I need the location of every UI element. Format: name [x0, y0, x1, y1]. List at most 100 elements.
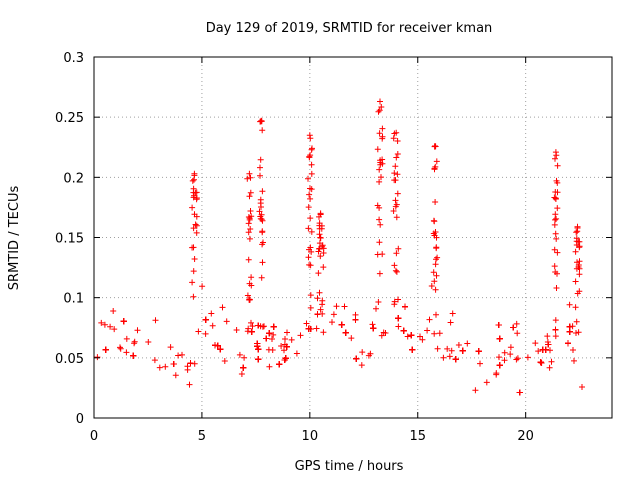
data-point	[433, 272, 440, 279]
data-point	[573, 229, 580, 236]
data-point	[402, 303, 408, 310]
data-point	[538, 360, 545, 366]
data-point	[266, 330, 273, 337]
data-point	[308, 161, 315, 168]
data-point	[257, 172, 263, 179]
data-point	[553, 285, 560, 291]
data-point	[313, 325, 320, 332]
data-point	[552, 149, 559, 156]
data-point	[190, 293, 197, 300]
y-tick-label: 0.05	[55, 352, 84, 367]
data-point	[394, 171, 401, 178]
data-point	[514, 330, 521, 337]
data-point	[308, 170, 315, 177]
data-point	[278, 343, 285, 349]
data-point	[431, 330, 438, 337]
x-tick-label: 10	[302, 429, 319, 444]
data-point	[379, 133, 386, 140]
data-point	[377, 221, 384, 228]
data-point	[440, 354, 447, 361]
data-point	[306, 153, 313, 160]
data-point	[191, 256, 198, 262]
data-point	[432, 229, 439, 235]
data-point	[552, 195, 559, 202]
data-point	[393, 250, 400, 257]
data-point	[308, 186, 315, 193]
data-point	[247, 174, 254, 181]
data-point	[379, 125, 386, 132]
data-point	[282, 355, 289, 362]
data-point	[574, 223, 581, 230]
data-point	[317, 234, 324, 241]
data-point	[175, 352, 182, 359]
data-point	[305, 225, 312, 232]
data-point	[553, 177, 560, 184]
data-point	[202, 330, 209, 337]
data-point	[254, 343, 261, 350]
data-point	[552, 269, 559, 275]
data-point	[554, 205, 561, 212]
data-point	[395, 296, 401, 303]
data-point	[316, 240, 323, 247]
data-point	[245, 229, 252, 236]
data-point	[258, 211, 265, 218]
data-point	[535, 348, 542, 355]
data-point	[459, 347, 466, 354]
data-point	[400, 327, 407, 334]
data-point	[428, 283, 435, 289]
data-point	[365, 352, 372, 359]
data-point	[551, 246, 558, 253]
data-point	[307, 215, 314, 222]
data-point	[305, 325, 312, 332]
data-point	[353, 355, 360, 362]
data-point	[432, 143, 438, 149]
data-point	[263, 335, 270, 342]
data-point	[316, 289, 323, 296]
data-point	[257, 323, 264, 330]
data-point	[245, 325, 252, 332]
data-point	[333, 303, 340, 310]
data-point	[266, 363, 273, 370]
data-point	[448, 347, 455, 354]
data-point	[376, 270, 383, 277]
data-point	[314, 295, 321, 302]
data-point	[189, 177, 196, 184]
data-point	[192, 221, 199, 228]
data-point	[576, 258, 583, 265]
data-point	[395, 315, 402, 322]
data-point	[430, 217, 437, 224]
y-axis-label: SRMTID / TECUs	[7, 186, 22, 291]
data-point	[317, 210, 324, 217]
data-point	[524, 354, 531, 361]
data-point	[433, 311, 439, 318]
data-point	[223, 318, 230, 325]
data-point	[186, 381, 193, 388]
data-point	[419, 336, 426, 343]
data-point	[446, 353, 453, 360]
axis-ticks: 0 0.05 0.1 0.15 0.2 0.25 0.3 0 5 10 15 20	[55, 51, 612, 444]
data-point	[145, 339, 152, 345]
data-points	[94, 98, 585, 396]
data-point	[359, 349, 366, 356]
data-point	[246, 235, 253, 242]
data-point	[392, 163, 399, 170]
x-tick-label: 5	[198, 429, 206, 444]
data-point	[190, 244, 197, 251]
data-point	[434, 345, 441, 352]
data-point	[307, 292, 314, 299]
data-point	[255, 346, 262, 353]
data-point	[552, 317, 559, 324]
data-point	[390, 135, 397, 142]
data-point	[342, 329, 349, 336]
data-point	[431, 232, 438, 239]
chart-title: Day 129 of 2019, SRMTID for receiver kma…	[206, 21, 493, 36]
data-point	[565, 340, 571, 347]
data-point	[551, 221, 558, 228]
data-point	[546, 364, 553, 371]
data-point	[131, 340, 138, 347]
data-point	[270, 331, 277, 338]
data-point	[162, 363, 169, 370]
data-point	[249, 323, 256, 330]
data-point	[167, 344, 174, 351]
